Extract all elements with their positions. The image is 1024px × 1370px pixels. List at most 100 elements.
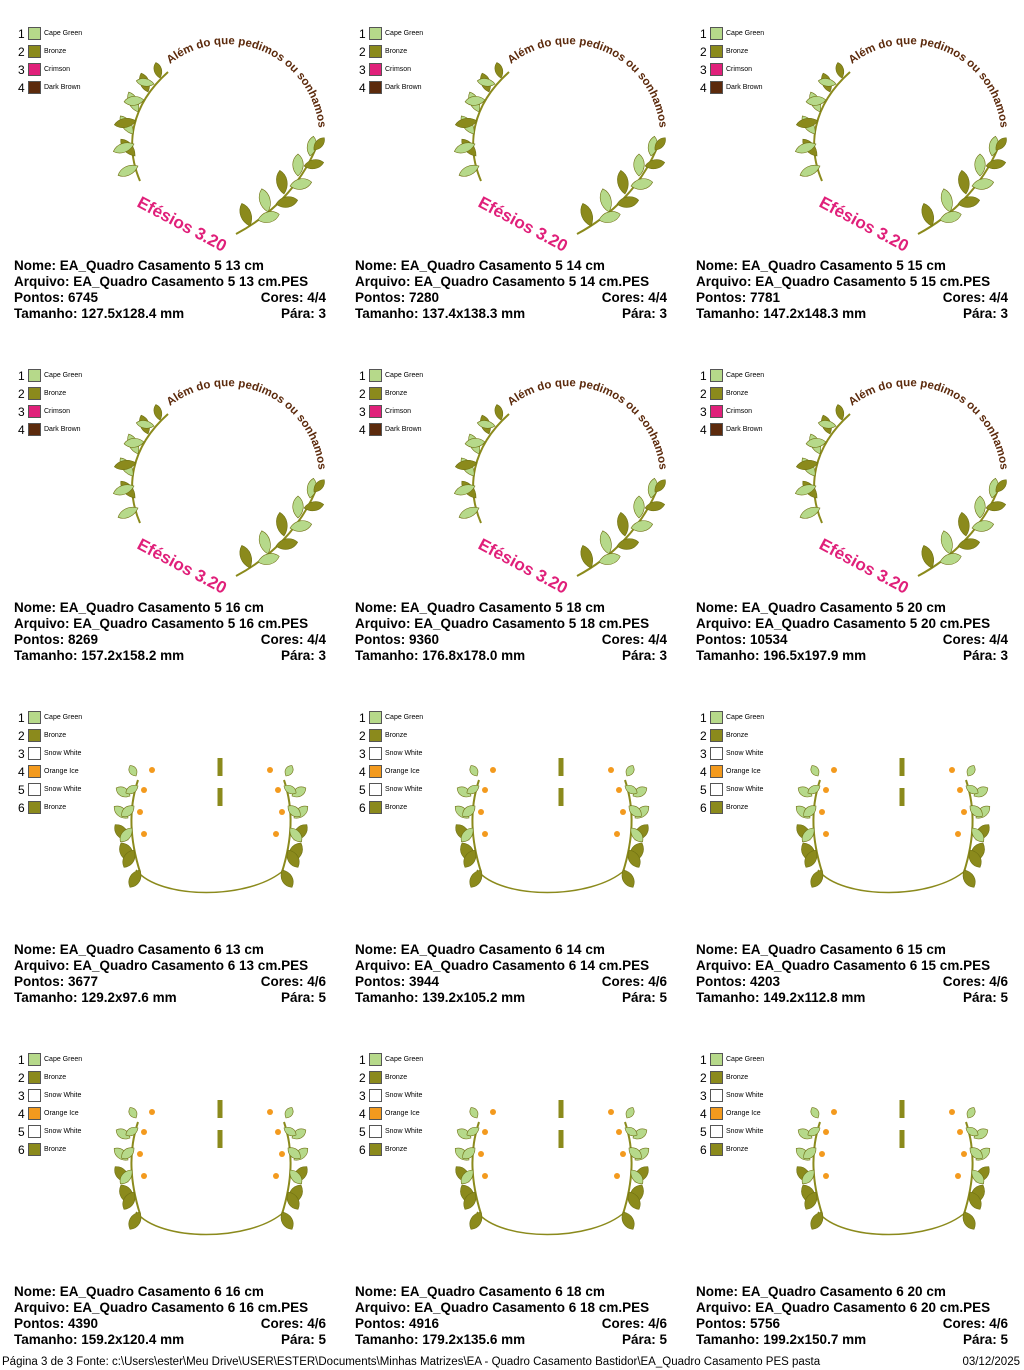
legend-number: 2: [18, 387, 25, 401]
leaf: [974, 495, 986, 519]
legend-number: 4: [18, 81, 25, 95]
design-file-text: Arquivo: EA_Quadro Casamento 5 15 cm.PES: [696, 274, 991, 289]
design-stitches-text: Pontos: 3677: [14, 974, 99, 989]
leaf: [995, 137, 1007, 151]
design-name-text: Nome: EA_Quadro Casamento 6 14 cm: [355, 942, 605, 957]
thread-name: Crimson: [726, 408, 753, 415]
leaf: [306, 135, 317, 157]
design-colors: Cores: 4/4: [601, 632, 667, 647]
color-swatch: [369, 27, 382, 40]
orange-bud: [482, 787, 488, 793]
branch-stem: [472, 413, 510, 524]
design-stops: Pára: 5: [280, 990, 326, 1005]
color-swatch: [369, 63, 382, 76]
thread-name: Bronze: [726, 1146, 749, 1153]
leaf: [580, 203, 593, 227]
design-size-text: Tamanho: 139.2x105.2 mm: [355, 990, 526, 1005]
legend-number: 6: [700, 1143, 707, 1157]
design-size: Tamanho: 176.8x178.0 mm Pára: 3: [355, 648, 667, 664]
orange-bud: [823, 1173, 829, 1179]
orange-bud: [608, 1109, 614, 1115]
color-swatch: [710, 1107, 723, 1120]
design-colors: Cores: 4/4: [260, 632, 326, 647]
design-info: Nome: EA_Quadro Casamento 5 14 cm Arquivo…: [355, 258, 667, 322]
legend-number: 5: [700, 783, 707, 797]
design-stops: Pára: 3: [621, 306, 667, 321]
design-colors: Cores: 4/6: [601, 1316, 667, 1331]
thread-name: Bronze: [44, 390, 67, 397]
design-card: 1 Cape Green 2 Bronze 3 Snow White 4 Orange Ice…: [682, 1026, 1023, 1368]
orange-bud: [614, 1173, 620, 1179]
thread-name: Orange Ice: [726, 768, 761, 775]
leaf: [283, 784, 297, 795]
leaf: [817, 420, 837, 429]
leaf: [289, 827, 303, 843]
design-name-text: Nome: EA_Quadro Casamento 6 20 cm: [696, 1284, 946, 1299]
color-swatch: [369, 81, 382, 94]
design-file-text: Arquivo: EA_Quadro Casamento 6 15 cm.PES: [696, 958, 991, 973]
center-mark: [217, 1130, 223, 1148]
wreath-arc-art: [795, 1100, 991, 1236]
wreath-circle-art: [794, 404, 1007, 577]
leaf: [966, 765, 976, 777]
leaf: [153, 62, 163, 79]
color-swatch: [710, 63, 723, 76]
legend-number: 3: [359, 405, 366, 419]
thread-name: Cape Green: [385, 372, 424, 379]
orange-bud: [267, 1109, 273, 1115]
design-size: Tamanho: 157.2x158.2 mm Pára: 3: [14, 648, 326, 664]
leaf: [628, 805, 642, 818]
design-info: Nome: EA_Quadro Casamento 6 18 cm Arquivo…: [355, 1284, 667, 1348]
design-card: 1 Cape Green 2 Bronze 3 Crimson 4 Dark Brown Alé…: [682, 0, 1023, 342]
design-stitches-text: Pontos: 9360: [355, 632, 440, 647]
leaf: [257, 553, 280, 565]
leaf: [801, 1169, 815, 1185]
leaf: [969, 1147, 983, 1160]
leaf: [463, 1191, 477, 1210]
thread-name: Bronze: [726, 390, 749, 397]
leaf: [289, 178, 313, 190]
thread-name: Bronze: [726, 48, 749, 55]
color-swatch: [369, 1107, 382, 1120]
leaf: [117, 164, 139, 177]
verse-text: Além do que pedimos ou sonhamos: [165, 377, 328, 470]
design-name: Nome: EA_Quadro Casamento 5 20 cm: [696, 600, 1008, 616]
design-file: Arquivo: EA_Quadro Casamento 6 18 cm.PES: [355, 1300, 667, 1316]
leaf: [463, 849, 477, 868]
color-swatch: [710, 45, 723, 58]
leaf: [794, 484, 817, 496]
design-file: Arquivo: EA_Quadro Casamento 5 14 cm.PES: [355, 274, 667, 290]
color-swatch: [28, 1071, 41, 1084]
branch-stem: [813, 71, 851, 182]
thread-name: Bronze: [726, 732, 749, 739]
legend-number: 1: [18, 369, 25, 383]
design-file: Arquivo: EA_Quadro Casamento 5 15 cm.PES: [696, 274, 1008, 290]
thread-name: Cape Green: [726, 714, 765, 721]
design-stitches: Pontos: 4916 Cores: 4/6: [355, 1316, 667, 1332]
design-colors: Cores: 4/6: [601, 974, 667, 989]
leaf: [112, 484, 135, 496]
leaf: [805, 96, 827, 106]
thread-name: Orange Ice: [44, 768, 79, 775]
legend-number: 3: [18, 405, 25, 419]
leaf: [257, 211, 280, 223]
design-colors: Cores: 4/6: [942, 1316, 1008, 1331]
design-size: Tamanho: 147.2x148.3 mm Pára: 3: [696, 306, 1008, 322]
leaf: [128, 1211, 142, 1230]
leaf: [962, 1211, 976, 1230]
arc-stem: [817, 1211, 967, 1236]
wreath-arc-art: [454, 1100, 650, 1236]
color-swatch: [369, 1143, 382, 1156]
orange-bud: [490, 767, 496, 773]
leaf: [598, 553, 621, 565]
leaf: [969, 805, 983, 818]
center-mark: [217, 758, 223, 776]
thread-name: Snow White: [385, 1092, 423, 1099]
leaf: [464, 438, 486, 448]
page-footer: Página 3 de 3 Fonte: c:\Users\ester\Meu …: [0, 1354, 1024, 1370]
leaf: [258, 530, 271, 555]
verse-text: Além do que pedimos ou sonhamos: [165, 35, 328, 128]
color-swatch: [710, 1089, 723, 1102]
thread-name: Snow White: [385, 1128, 423, 1135]
design-info: Nome: EA_Quadro Casamento 5 20 cm Arquivo…: [696, 600, 1008, 664]
